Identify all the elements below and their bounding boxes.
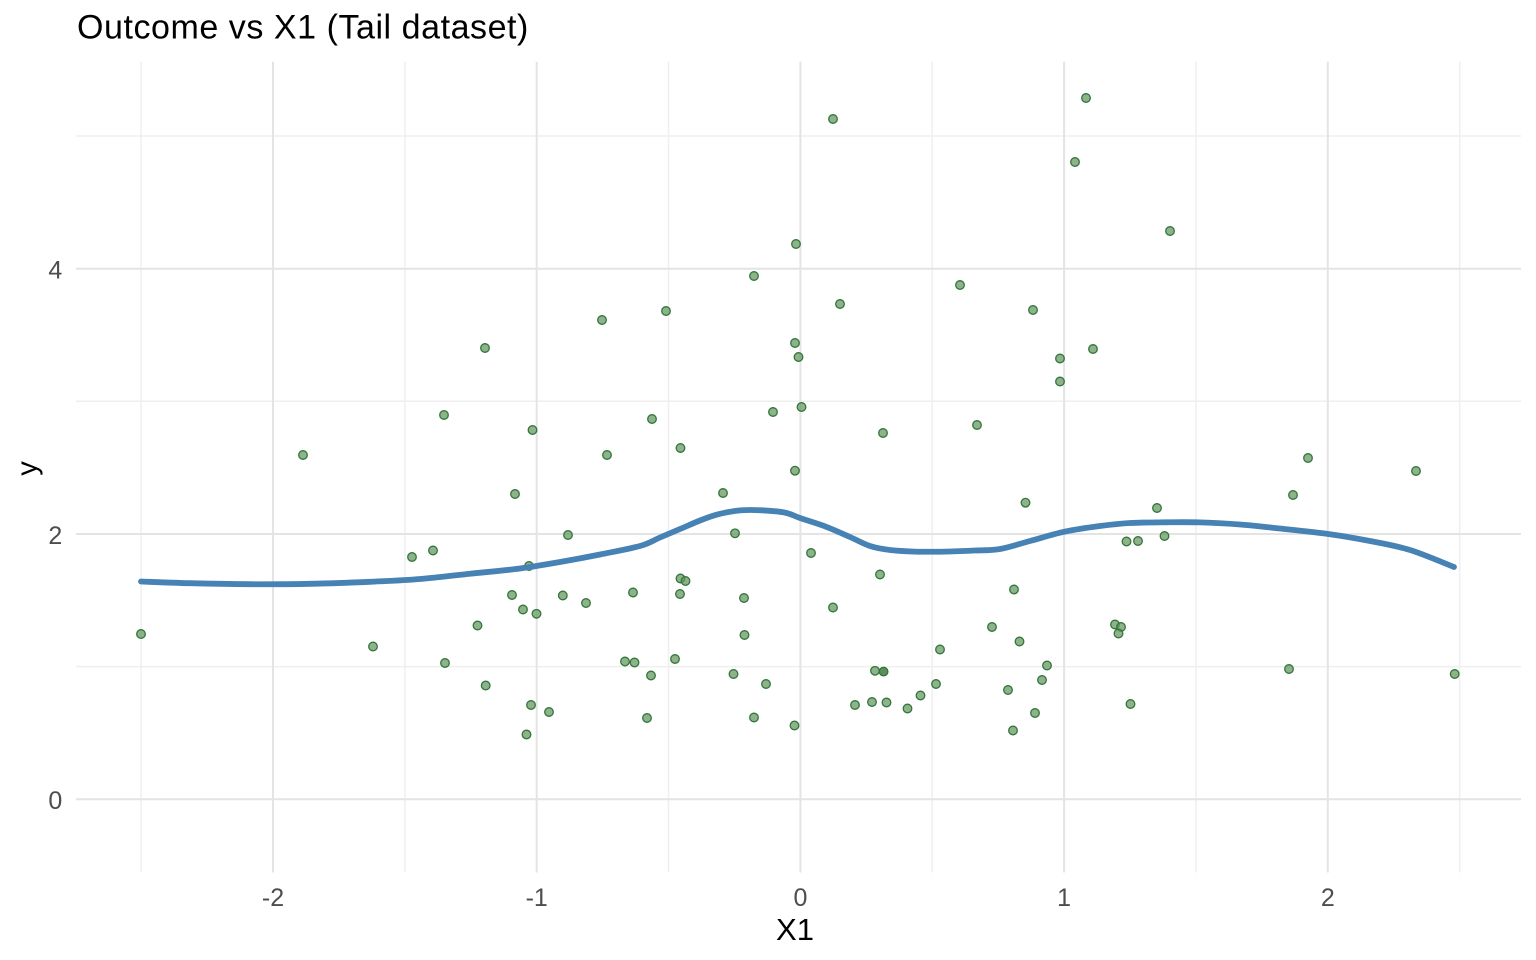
svg-text:Outcome vs X1 (Tail dataset): Outcome vs X1 (Tail dataset) xyxy=(77,9,529,47)
svg-text:2: 2 xyxy=(1321,884,1335,912)
svg-text:X1: X1 xyxy=(776,912,814,947)
svg-text:0: 0 xyxy=(48,787,62,815)
svg-text:y: y xyxy=(12,461,44,476)
svg-text:2: 2 xyxy=(48,522,62,550)
svg-text:0: 0 xyxy=(793,884,807,912)
svg-text:4: 4 xyxy=(48,257,62,285)
svg-text:1: 1 xyxy=(1057,884,1071,912)
svg-text:-1: -1 xyxy=(526,884,548,912)
svg-text:-2: -2 xyxy=(262,884,284,912)
